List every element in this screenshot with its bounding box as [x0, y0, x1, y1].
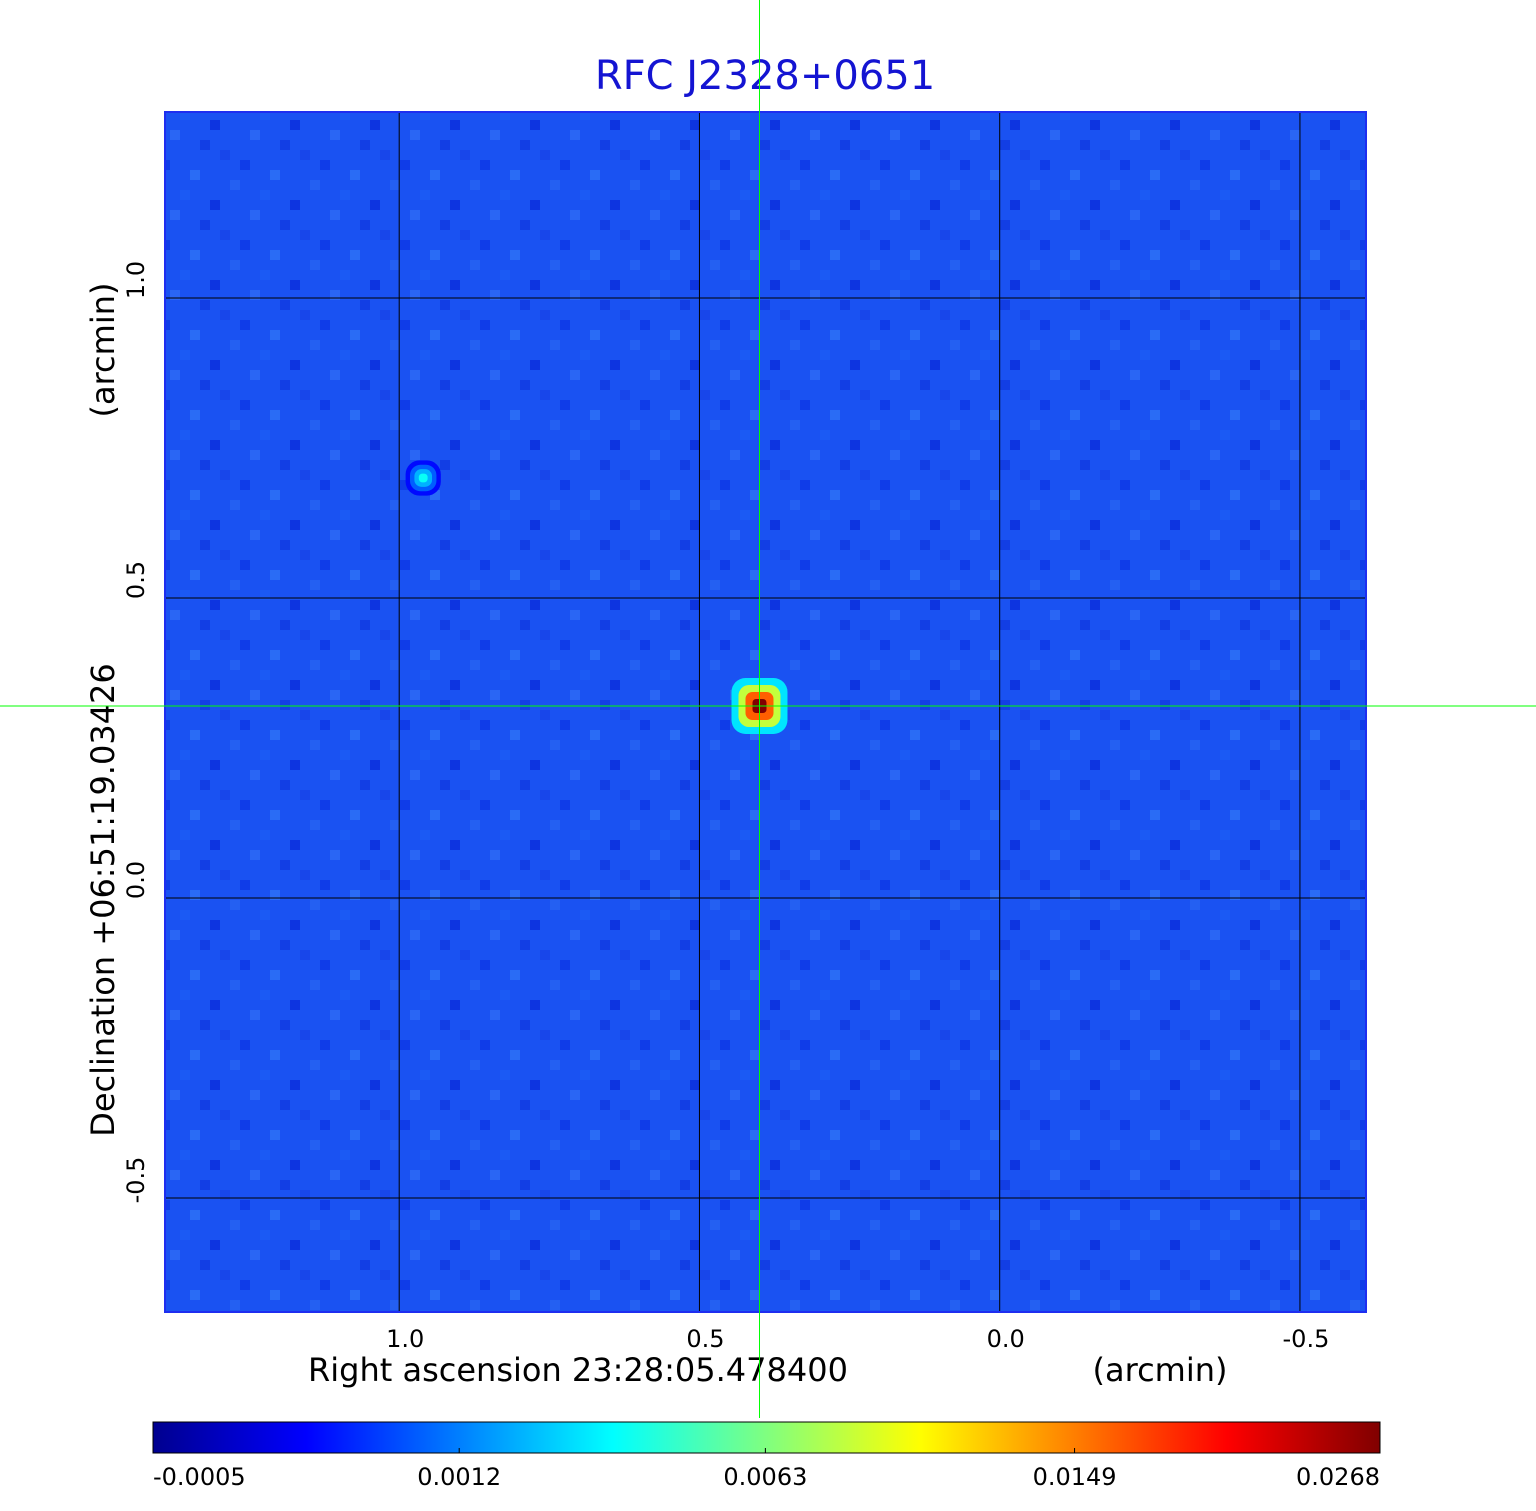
colorbar — [152, 1421, 1381, 1454]
colorbar-tick-label: -0.0005 — [153, 1463, 246, 1491]
x-tick-label: 0.0 — [987, 1325, 1025, 1353]
chart-title: RFC J2328+0651 — [595, 53, 935, 99]
colorbar-tick-label: 0.0149 — [1033, 1463, 1117, 1491]
source-pixel — [418, 473, 428, 483]
colorbar-tick-label: 0.0268 — [1296, 1463, 1380, 1491]
x-tick-label: -0.5 — [1283, 1325, 1330, 1353]
colorbar-tick-label: 0.0012 — [417, 1463, 501, 1491]
x-tick-label: 1.0 — [386, 1325, 424, 1353]
y-tick-label: -0.5 — [122, 1157, 150, 1204]
y-tick-label: 0.5 — [122, 561, 150, 599]
colorbar-tick-label: 0.0063 — [723, 1463, 807, 1491]
y-tick-label: 0.0 — [122, 861, 150, 899]
plot-border — [164, 111, 1367, 1313]
y-tick-label: 1.0 — [122, 261, 150, 299]
x-tick-label: 0.5 — [686, 1325, 724, 1353]
x-axis-unit: (arcmin) — [1093, 1351, 1228, 1389]
y-axis-unit: (arcmin) — [84, 283, 122, 418]
x-axis-label: Right ascension 23:28:05.478400 — [308, 1351, 848, 1389]
y-axis-label: Declination +06:51:19.03426 — [84, 663, 122, 1137]
